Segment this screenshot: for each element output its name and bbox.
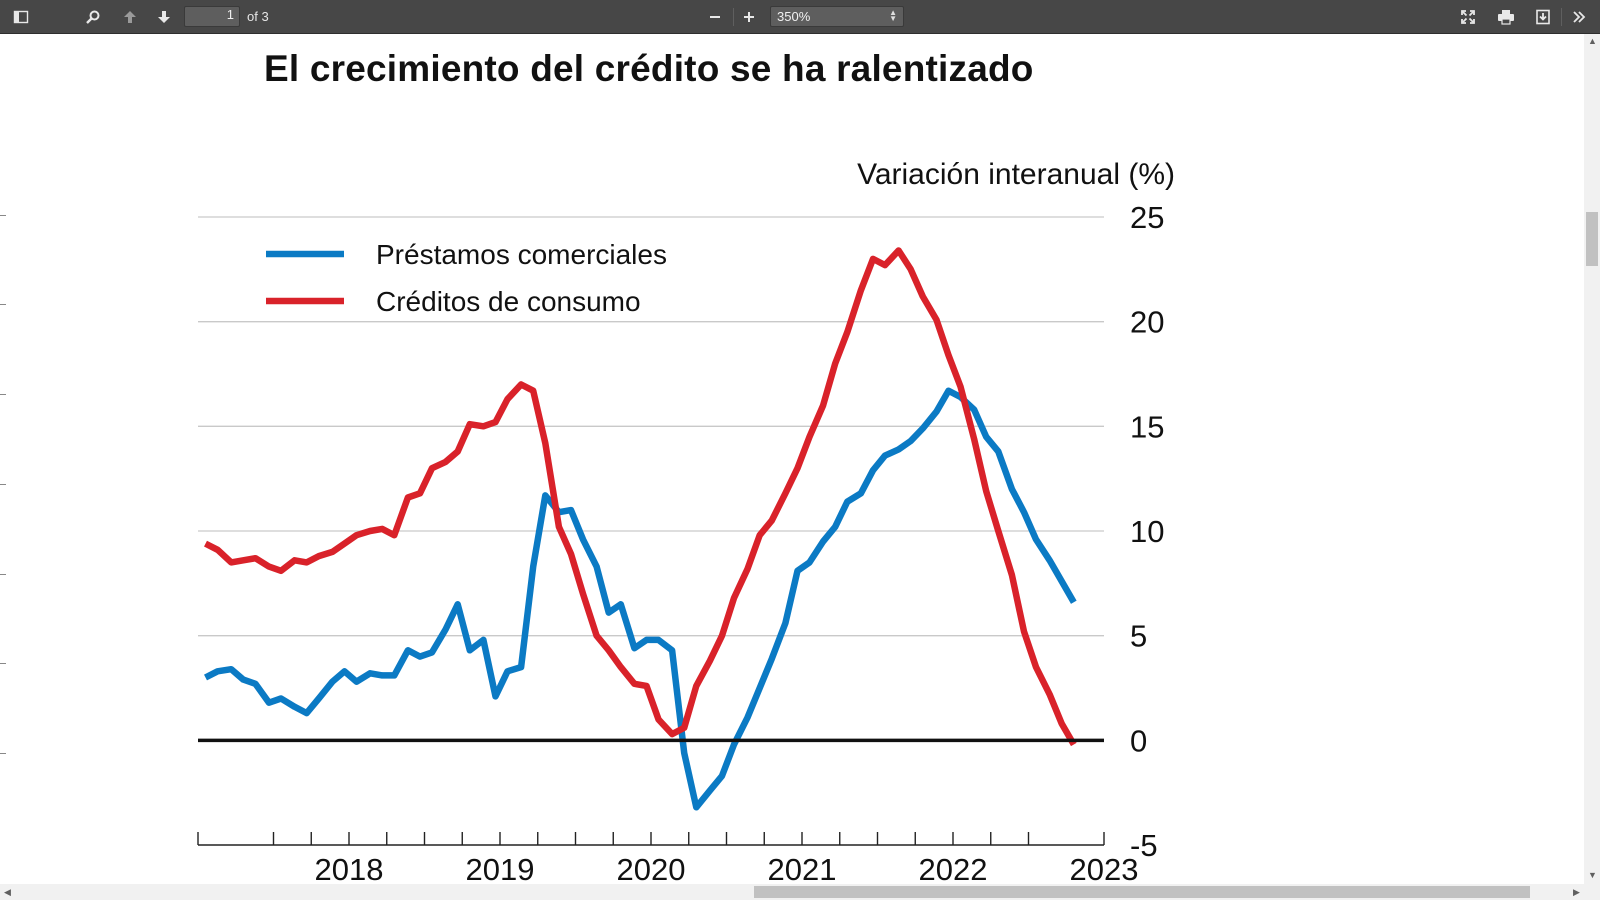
series-line-cr-ditos-de-consumo: [204, 247, 1077, 747]
y-axis-title: Variación interanual (%): [857, 158, 1175, 191]
toolbar-separator: [733, 8, 734, 26]
next-page-icon[interactable]: [151, 4, 177, 30]
page-number-input[interactable]: 1: [184, 6, 240, 27]
legend-label: Préstamos comerciales: [376, 239, 667, 270]
x-axis: [197, 832, 1105, 846]
scroll-down-arrow-icon[interactable]: ▼: [1588, 870, 1597, 880]
document-title: El crecimiento del crédito se ha ralenti…: [264, 48, 1034, 89]
toolbar-separator: [1561, 8, 1562, 26]
page-edge-mark: [0, 574, 6, 575]
page-edge-mark: [0, 753, 6, 754]
sidebar-toggle-icon[interactable]: [8, 4, 34, 30]
zoom-in-icon[interactable]: [736, 4, 762, 30]
tools-icon[interactable]: [1566, 4, 1592, 30]
presentation-mode-icon[interactable]: [1455, 4, 1481, 30]
page-edge-mark: [0, 394, 6, 395]
page-edge-mark: [0, 215, 6, 216]
x-tick-label: 2022: [919, 852, 988, 884]
x-tick-label: 2023: [1070, 852, 1139, 884]
pdf-toolbar: 1 of 3 350% ▲ ▼: [0, 0, 1600, 34]
print-icon[interactable]: [1493, 4, 1519, 30]
series-lines: [204, 247, 1077, 811]
axis-labels: -5 0 5 10 15 20 25 2018 2019 2020 2021 2022 2023 Vari…: [315, 158, 1175, 884]
zoom-select[interactable]: 350% ▲ ▼: [770, 6, 904, 27]
y-tick-label: 20: [1130, 305, 1164, 340]
vertical-scrollbar[interactable]: [1584, 34, 1600, 884]
x-tick-label: 2018: [315, 852, 384, 884]
y-tick-label: 10: [1130, 514, 1164, 549]
scroll-right-arrow-icon[interactable]: ▶: [1573, 887, 1580, 897]
gridlines: [198, 216, 1104, 637]
legend-label: Créditos de consumo: [376, 286, 641, 317]
y-tick-label: -5: [1130, 828, 1158, 863]
x-tick-label: 2019: [466, 852, 535, 884]
horizontal-scrollbar-thumb[interactable]: [754, 886, 1530, 898]
credit-growth-line-chart: -5 0 5 10 15 20 25 2018 2019 2020 2021 2022 2023 Vari…: [197, 158, 1175, 884]
page-edge-mark: [0, 663, 6, 664]
page-edge-mark: [0, 304, 6, 305]
zoom-value: 350%: [777, 9, 811, 24]
scroll-left-arrow-icon[interactable]: ◀: [4, 887, 11, 897]
legend: Préstamos comerciales Créditos de consumo: [266, 239, 667, 317]
chevron-updown-icon: ▲ ▼: [889, 8, 897, 23]
y-tick-label: 15: [1130, 409, 1164, 444]
previous-page-icon[interactable]: [117, 4, 143, 30]
scroll-up-arrow-icon[interactable]: ▲: [1588, 36, 1597, 46]
x-tick-label: 2021: [768, 852, 837, 884]
y-tick-label: 0: [1130, 723, 1147, 758]
zoom-out-icon[interactable]: [702, 4, 728, 30]
y-tick-label: 5: [1130, 619, 1147, 654]
download-icon[interactable]: [1530, 4, 1556, 30]
y-tick-label: 25: [1130, 200, 1164, 235]
page-total-label: of 3: [247, 9, 269, 24]
series-line-pr-stamos-comerciales: [204, 387, 1077, 811]
search-icon[interactable]: [80, 4, 106, 30]
page-edge-mark: [0, 484, 6, 485]
x-tick-label: 2020: [617, 852, 686, 884]
vertical-scrollbar-thumb[interactable]: [1586, 212, 1598, 266]
